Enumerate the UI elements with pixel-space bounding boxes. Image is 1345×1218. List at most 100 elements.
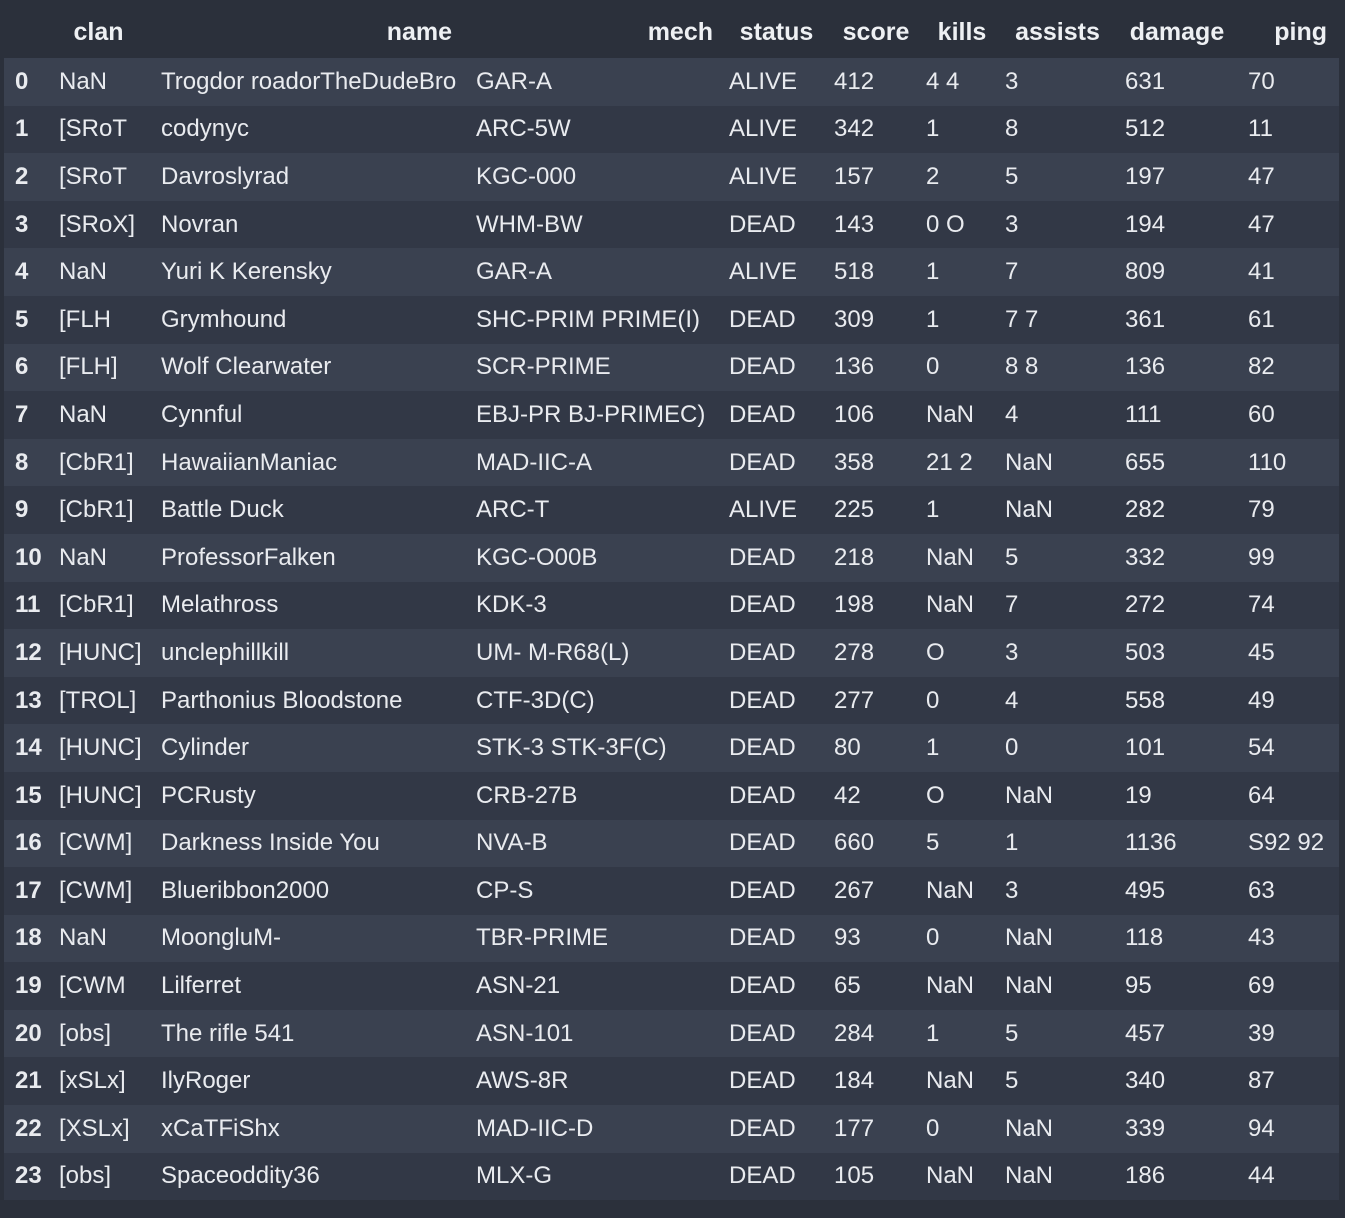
cell-kills: 0 (926, 924, 940, 952)
cell-index: 10 (15, 543, 42, 571)
cell-name: Davroslyrad (161, 162, 290, 190)
cell-name: Melathross (161, 591, 279, 619)
cell-assists: 7 7 (1005, 305, 1039, 333)
scoreboard-table: clan name mech status score kills assist… (4, 6, 1339, 1201)
cell-kills: NaN (926, 400, 975, 428)
cell-clan: [CbR1] (59, 448, 134, 476)
cell-damage: 197 (1125, 162, 1166, 190)
cell-mech: SCR-PRIME (476, 353, 611, 381)
cell-score: 358 (834, 448, 875, 476)
cell-assists: NaN (1005, 972, 1054, 1000)
cell-mech: ARC-5W (476, 115, 571, 143)
cell-clan: [SRoT (59, 115, 128, 143)
cell-index: 2 (15, 162, 29, 190)
cell-ping: 44 (1248, 1162, 1275, 1190)
cell-kills: 4 4 (926, 67, 960, 95)
cell-score: 218 (834, 543, 875, 571)
cell-status: DEAD (729, 448, 796, 476)
cell-kills: 0 (926, 686, 940, 714)
cell-name: Darkness Inside You (161, 829, 380, 857)
cell-status: DEAD (729, 638, 796, 666)
cell-kills: 1 (926, 1019, 940, 1047)
cell-name: Cylinder (161, 734, 250, 762)
cell-mech: ASN-101 (476, 1019, 574, 1047)
cell-damage: 558 (1125, 686, 1166, 714)
cell-score: 42 (834, 781, 861, 809)
cell-assists: 8 (1005, 115, 1019, 143)
table-row: 17 [CWM] Blueribbon2000 CP-S DEAD 267 NaN 3 495 6… (4, 867, 1339, 915)
cell-ping: 41 (1248, 258, 1275, 286)
cell-assists: 5 (1005, 162, 1019, 190)
cell-kills: NaN (926, 876, 975, 904)
cell-clan: [FLH (59, 305, 112, 333)
table-row: 11 [CbR1] Melathross KDK-3 DEAD 198 NaN 7 272 74 (4, 581, 1339, 630)
cell-clan: NaN (59, 258, 108, 286)
cell-status: ALIVE (729, 496, 798, 524)
cell-index: 5 (15, 305, 29, 333)
table-row: 10 NaN ProfessorFalken KGC-O00B DEAD 218 NaN 5 3… (4, 533, 1339, 582)
cell-ping: 63 (1248, 876, 1275, 904)
cell-status: ALIVE (729, 258, 798, 286)
cell-damage: 809 (1125, 258, 1166, 286)
cell-damage: 19 (1125, 781, 1152, 809)
cell-kills: NaN (926, 1067, 975, 1095)
cell-assists: NaN (1005, 448, 1054, 476)
cell-score: 342 (834, 115, 875, 143)
cell-mech: UM- M-R68(L) (476, 638, 630, 666)
cell-score: 184 (834, 1067, 875, 1095)
cell-status: DEAD (729, 543, 796, 571)
header-mech: mech (647, 17, 713, 46)
cell-clan: [HUNC] (59, 734, 142, 762)
cell-kills: NaN (926, 972, 975, 1000)
cell-assists: 3 (1005, 67, 1019, 95)
cell-score: 284 (834, 1019, 875, 1047)
cell-status: DEAD (729, 591, 796, 619)
cell-damage: 111 (1125, 400, 1162, 428)
cell-clan: [CbR1] (59, 591, 134, 619)
header-assists: assists (1015, 17, 1100, 46)
cell-assists: 5 (1005, 1019, 1019, 1047)
header-score: score (842, 17, 910, 46)
cell-name: Wolf Clearwater (161, 353, 332, 381)
cell-status: DEAD (729, 305, 796, 333)
dataframe-view: clan name mech status score kills assist… (4, 6, 1339, 1201)
cell-ping: 47 (1248, 162, 1275, 190)
cell-status: DEAD (729, 924, 796, 952)
cell-name: The rifle 541 (161, 1019, 295, 1047)
cell-clan: NaN (59, 67, 108, 95)
cell-clan: [HUNC] (59, 638, 142, 666)
cell-kills: 1 (926, 258, 940, 286)
cell-index: 22 (15, 1114, 42, 1142)
table-row: 3 [SRoX] Novran WHM-BW DEAD 143 0 O 3 194 47 (4, 200, 1339, 249)
cell-ping: 64 (1248, 781, 1275, 809)
cell-kills: NaN (926, 591, 975, 619)
table-row: 12 [HUNC] unclephillkill UM- M-R68(L) DEAD 27… (4, 629, 1339, 677)
cell-index: 1 (15, 115, 29, 143)
cell-mech: TBR-PRIME (476, 924, 608, 952)
cell-ping: 94 (1248, 1114, 1275, 1142)
cell-kills: NaN (926, 1162, 975, 1190)
cell-damage: 118 (1125, 924, 1164, 952)
cell-index: 9 (15, 496, 29, 524)
table-row: 19 [CWM Lilferret ASN-21 DEAD 65 NaN NaN 95 69 (4, 962, 1339, 1010)
cell-clan: [obs] (59, 1019, 112, 1047)
cell-mech: CTF-3D(C) (476, 686, 595, 714)
cell-status: DEAD (729, 829, 796, 857)
cell-mech: EBJ-PR BJ-PRIMEC) (476, 400, 706, 428)
cell-assists: 7 (1005, 258, 1019, 286)
table-body: 0 NaN Trogdor roadorTheDudeBro GAR-A ALIVE 41… (4, 58, 1339, 1201)
cell-status: ALIVE (729, 115, 798, 143)
cell-index: 17 (15, 876, 42, 904)
table-row: 1 [SRoT codynyc ARC-5W ALIVE 342 1 8 512 11 (4, 105, 1339, 154)
cell-status: DEAD (729, 1019, 796, 1047)
cell-status: DEAD (729, 1114, 796, 1142)
cell-assists: NaN (1005, 781, 1054, 809)
table-row: 14 [HUNC] Cylinder STK-3 STK-3F(C) DEAD 80 1 0 1… (4, 724, 1339, 772)
cell-assists: NaN (1005, 496, 1054, 524)
cell-index: 8 (15, 448, 29, 476)
cell-score: 157 (834, 162, 875, 190)
cell-index: 15 (15, 781, 42, 809)
cell-score: 267 (834, 876, 875, 904)
cell-name: Trogdor roadorTheDudeBro (161, 67, 457, 95)
cell-assists: 5 (1005, 1067, 1019, 1095)
